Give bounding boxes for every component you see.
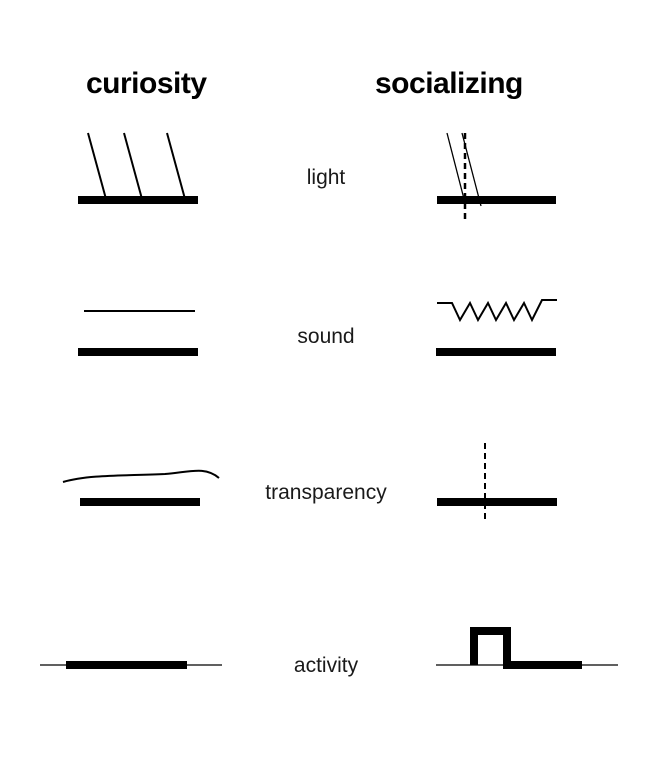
socializing-sound-symbol	[436, 299, 557, 356]
light-ray	[166, 132, 186, 200]
light-ray	[123, 132, 143, 200]
curiosity-sound-symbol	[78, 310, 198, 356]
raised-bar	[470, 627, 582, 669]
light-ray	[87, 132, 107, 200]
light-ray	[446, 132, 465, 200]
socializing-activity-symbol	[436, 627, 618, 669]
socializing-light-symbol	[437, 132, 556, 219]
row-label-transparency: transparency	[265, 481, 387, 504]
curiosity-light-symbol	[78, 132, 198, 204]
wavy-line	[62, 469, 220, 483]
row-label-activity: activity	[293, 654, 359, 677]
row-label-light: light	[306, 166, 346, 189]
zigzag-line	[437, 299, 557, 323]
column-heading-curiosity: curiosity	[86, 67, 207, 100]
column-heading-socializing: socializing	[375, 67, 523, 100]
socializing-transparency-symbol	[437, 443, 557, 519]
row-label-sound: sound	[297, 325, 355, 348]
curiosity-transparency-symbol	[62, 469, 220, 506]
